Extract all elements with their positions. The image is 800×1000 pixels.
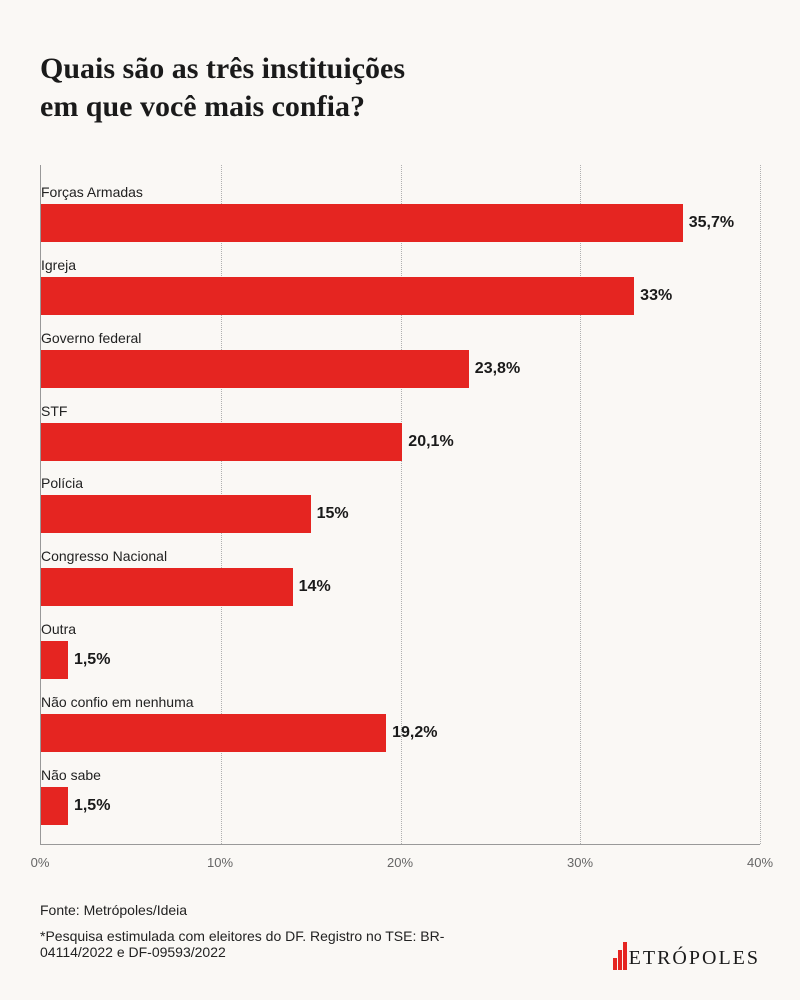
- logo-bar: [613, 958, 617, 970]
- bar-value: 1,5%: [74, 797, 110, 815]
- bar-group: Polícia 15%: [41, 475, 760, 533]
- bar-group: Não sabe 1,5%: [41, 767, 760, 825]
- bar-value: 14%: [299, 578, 331, 596]
- bar-value: 35,7%: [689, 214, 734, 232]
- bar-label: Polícia: [41, 475, 760, 491]
- logo-bar: [618, 950, 622, 970]
- bar-value: 23,8%: [475, 360, 520, 378]
- bar-group: Forças Armadas 35,7%: [41, 184, 760, 242]
- bar: [41, 714, 386, 752]
- bar-group: Congresso Nacional 14%: [41, 548, 760, 606]
- bar-value: 1,5%: [74, 651, 110, 669]
- bar-value: 33%: [640, 287, 672, 305]
- logo-bars-icon: [613, 942, 627, 970]
- title-line-1: Quais são as três instituições: [40, 52, 405, 85]
- bar: [41, 495, 311, 533]
- bar-label: Congresso Nacional: [41, 548, 760, 564]
- x-tick-label: 40%: [747, 855, 773, 870]
- metropoles-logo: etrópoles: [613, 942, 760, 970]
- bar-row: 33%: [41, 277, 760, 315]
- x-tick-label: 20%: [387, 855, 413, 870]
- bar: [41, 350, 469, 388]
- x-axis: 0%10%20%30%40%: [40, 855, 760, 875]
- bar-group: Outra 1,5%: [41, 621, 760, 679]
- bar: [41, 204, 683, 242]
- x-tick-label: 0%: [31, 855, 50, 870]
- logo-text: etrópoles: [629, 947, 760, 970]
- bar-label: Governo federal: [41, 330, 760, 346]
- bar-group: Igreja 33%: [41, 257, 760, 315]
- bar-label: Outra: [41, 621, 760, 637]
- bar-label: Forças Armadas: [41, 184, 760, 200]
- bar-group: Governo federal 23,8%: [41, 330, 760, 388]
- x-tick-label: 10%: [207, 855, 233, 870]
- bar-label: Não sabe: [41, 767, 760, 783]
- bar-row: 19,2%: [41, 714, 760, 752]
- bar-row: 20,1%: [41, 423, 760, 461]
- bar-row: 1,5%: [41, 787, 760, 825]
- gridline: [760, 165, 761, 844]
- chart-title: Quais são as três instituições em que vo…: [40, 50, 760, 125]
- bar-row: 14%: [41, 568, 760, 606]
- bar-row: 15%: [41, 495, 760, 533]
- x-tick-label: 30%: [567, 855, 593, 870]
- bar-group: Não confio em nenhuma 19,2%: [41, 694, 760, 752]
- bar: [41, 787, 68, 825]
- bar: [41, 277, 634, 315]
- bar-value: 15%: [317, 505, 349, 523]
- bar-row: 1,5%: [41, 641, 760, 679]
- note-text: *Pesquisa estimulada com eleitores do DF…: [40, 928, 460, 960]
- bar: [41, 641, 68, 679]
- bars-container: Forças Armadas 35,7% Igreja 33% Governo fede…: [41, 165, 760, 844]
- bar-row: 35,7%: [41, 204, 760, 242]
- logo-bar: [623, 942, 627, 970]
- chart-area: Forças Armadas 35,7% Igreja 33% Governo fede…: [40, 165, 760, 845]
- bar: [41, 568, 293, 606]
- bar-label: STF: [41, 403, 760, 419]
- footer-text: Fonte: Metrópoles/Ideia *Pesquisa estimu…: [40, 902, 460, 970]
- title-line-2: em que você mais confia?: [40, 90, 365, 123]
- bar-label: Igreja: [41, 257, 760, 273]
- bar-value: 20,1%: [408, 433, 453, 451]
- source-text: Fonte: Metrópoles/Ideia: [40, 902, 460, 918]
- bar-label: Não confio em nenhuma: [41, 694, 760, 710]
- footer: Fonte: Metrópoles/Ideia *Pesquisa estimu…: [40, 902, 760, 970]
- bar: [41, 423, 402, 461]
- bar-row: 23,8%: [41, 350, 760, 388]
- bar-value: 19,2%: [392, 724, 437, 742]
- bar-group: STF 20,1%: [41, 403, 760, 461]
